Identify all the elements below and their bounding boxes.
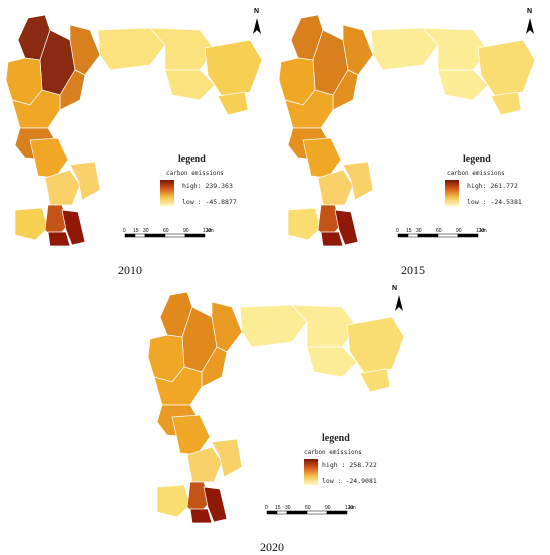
east-region-5 [490,91,522,116]
central-region-2 [171,414,211,456]
legend-title: legend [178,154,206,165]
east-region-1 [97,27,166,71]
scale-tick-label: 60 [305,505,311,511]
north-region-5 [201,346,228,388]
legend-high: high: 261.772 [467,182,518,190]
scale-tick-label: 0 [123,228,126,234]
south-region-1 [186,446,223,483]
legend-gradient [160,180,174,206]
scale-tick-label: 30 [416,228,422,234]
north-arrow-label: N [392,285,398,292]
north-arrow-label: N [527,8,533,15]
east-region-1 [239,304,308,348]
scale-tick-label: 120 [203,228,212,234]
south-region-2 [342,161,374,201]
legend-high: high : 258.722 [322,461,377,469]
north-region-5 [332,69,359,111]
east-region-1 [370,27,439,71]
south-region-1 [317,169,354,206]
east-region-5 [217,91,249,116]
legend-low: low : -24.9081 [322,477,377,485]
north-arrow-label: N [254,8,260,15]
scale-tick-label: 60 [163,228,169,234]
year-label: 2010 [118,263,142,277]
east-region-5 [359,368,391,393]
scale-unit-label: km [480,228,487,234]
scale-tick-label: 15 [275,505,281,511]
legend-high: high: 239.363 [182,182,233,190]
scale-tick-label: 30 [285,505,291,511]
north-region-5 [59,69,86,111]
scale-unit-label: km [207,228,214,234]
scale-tick-label: 0 [265,505,268,511]
south-region-6 [320,231,344,247]
north-region-4 [211,301,243,353]
scale-tick-label: 90 [325,505,331,511]
legend-title: legend [322,433,350,444]
year-label: 2020 [260,540,284,554]
scale-unit-label: km [349,505,356,511]
map-panel-2020: 0 15 30 60 90 120 km N legend carbon emissions… [142,277,412,554]
map-panel-2015: 0 15 30 60 90 120 km N legend carbon emissions… [273,0,543,277]
scale-tick-label: 90 [183,228,189,234]
east-region-3 [477,39,536,97]
legend-gradient [445,180,459,206]
south-region-5 [61,209,86,246]
south-region-6 [47,231,71,247]
legend-low: low : -45.8877 [182,198,237,206]
east-region-4 [437,69,489,101]
east-region-3 [204,39,263,97]
north-region-4 [69,24,101,76]
legend-low: low : -24.5381 [467,198,522,206]
scale-tick-label: 120 [476,228,485,234]
scale-tick-label: 15 [406,228,412,234]
legend-subtitle: carbon emissions [166,170,224,177]
central-region-2 [29,137,69,179]
scale-tick-label: 90 [456,228,462,234]
legend-subtitle: carbon emissions [447,170,505,177]
south-region-3 [287,207,322,241]
scale-tick-label: 15 [133,228,139,234]
legend-gradient [304,459,318,485]
east-region-4 [306,346,358,378]
north-arrow-icon [526,18,534,34]
scale-tick-label: 120 [345,505,354,511]
north-region-4 [342,24,374,76]
year-label: 2015 [401,263,425,277]
legend-title: legend [463,154,491,165]
scale-tick-label: 30 [143,228,149,234]
south-region-5 [203,486,228,523]
south-region-3 [14,207,49,241]
south-region-6 [189,508,213,524]
legend-subtitle: carbon emissions [304,449,362,456]
south-region-3 [156,484,191,518]
north-arrow-icon [253,18,261,34]
south-region-1 [44,169,81,206]
east-region-3 [346,316,405,374]
south-region-2 [211,438,243,478]
scale-tick-label: 0 [396,228,399,234]
central-region-2 [302,137,342,179]
south-region-2 [69,161,101,201]
scale-tick-label: 60 [436,228,442,234]
map-panel-2010: 0 15 30 60 90 120 km N legend carbon emissions… [0,0,270,277]
north-arrow-icon [395,295,403,311]
east-region-4 [164,69,216,101]
south-region-5 [334,209,359,246]
